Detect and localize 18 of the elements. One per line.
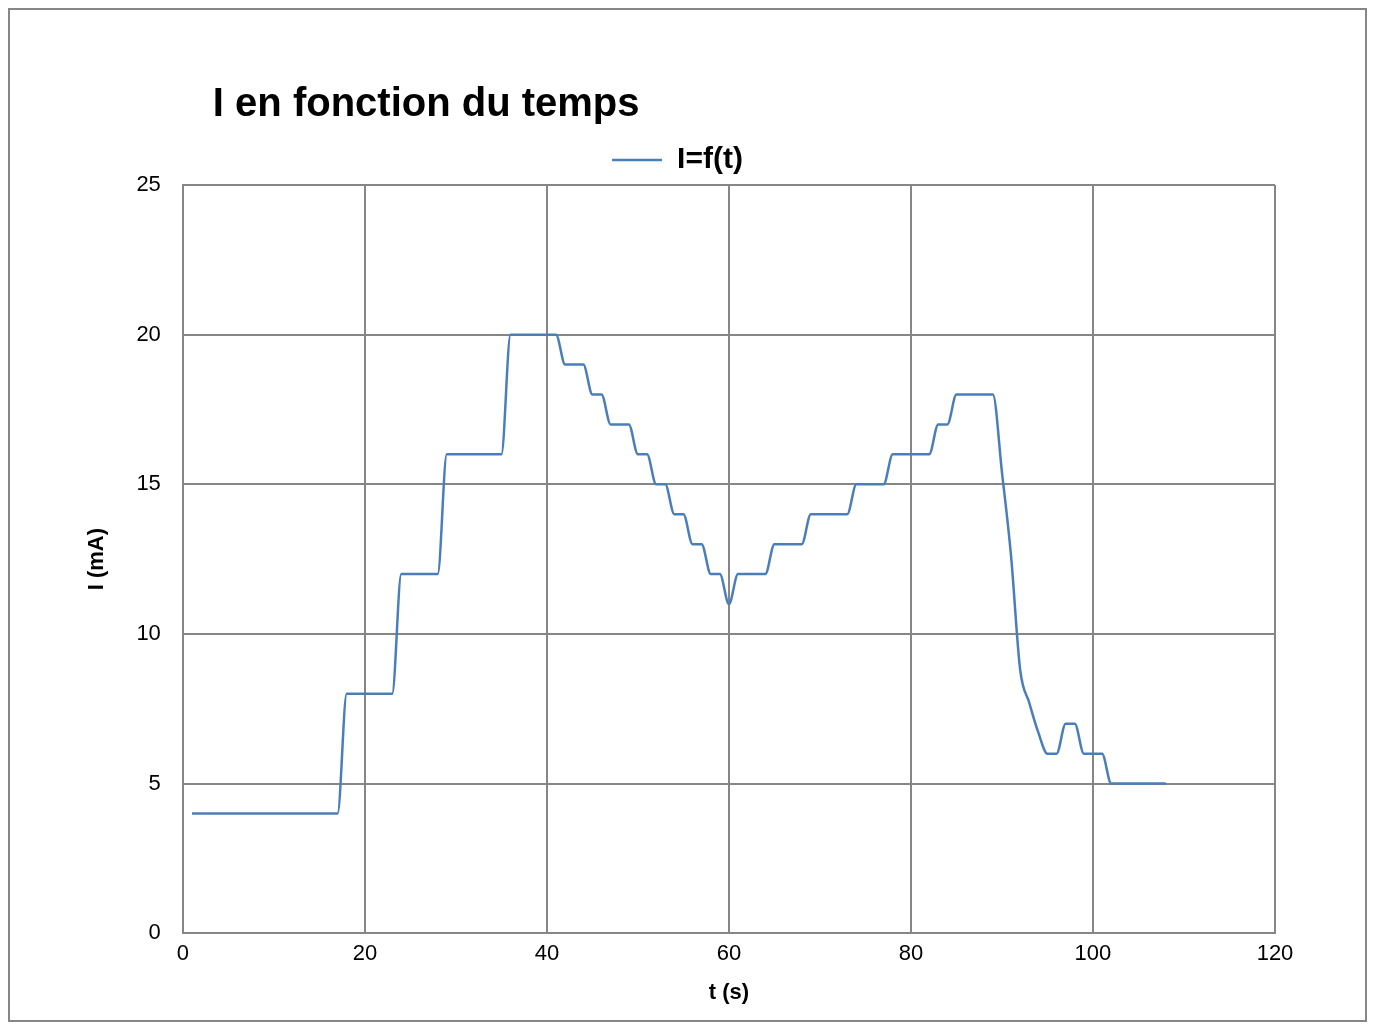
x-tick-label: 60 — [716, 940, 742, 966]
x-tick-label: 20 — [352, 940, 378, 966]
y-tick-label: 25 — [136, 171, 161, 197]
y-tick-label: 20 — [136, 320, 161, 346]
x-tick-label: 0 — [176, 940, 189, 966]
y-tick-label: 5 — [148, 769, 161, 795]
line-series — [190, 333, 1168, 815]
chart-title: I en fonction du temps — [212, 80, 640, 125]
y-tick-label: 15 — [136, 470, 161, 496]
x-axis-title: t (s) — [708, 978, 750, 1004]
y-axis-title: I (mA) — [83, 527, 109, 591]
x-tick-label: 100 — [1074, 940, 1112, 966]
x-tick-label: 40 — [534, 940, 560, 966]
y-tick-label: 10 — [136, 619, 161, 645]
legend-label: I=f(t) — [677, 141, 743, 175]
y-tick-label: 0 — [148, 919, 161, 945]
x-tick-label: 80 — [898, 940, 924, 966]
x-tick-label: 120 — [1256, 940, 1294, 966]
